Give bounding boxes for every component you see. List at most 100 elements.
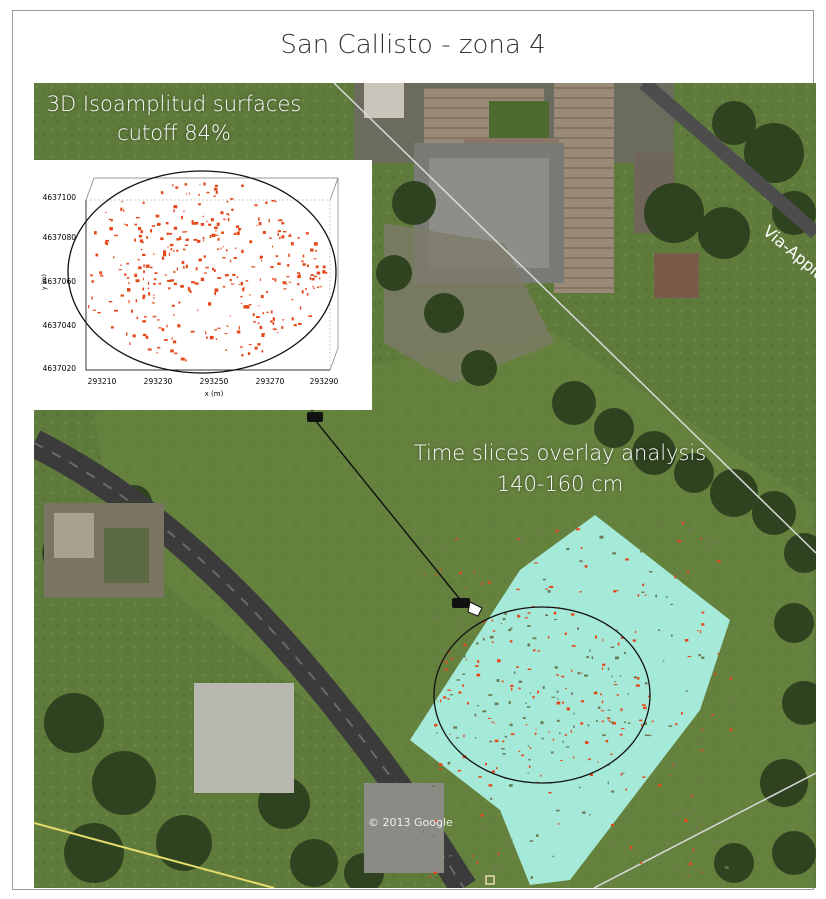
anomaly-speck	[224, 333, 228, 335]
anomaly-speck	[571, 669, 573, 672]
anomaly-speck	[213, 195, 216, 197]
anomaly-speck	[620, 773, 623, 776]
anomaly-speck	[296, 272, 300, 274]
anomaly-speck	[209, 335, 214, 340]
anomaly-speck	[243, 287, 245, 289]
anomaly-speck	[534, 732, 537, 735]
anomaly-speck	[142, 253, 146, 256]
anomaly-speck	[208, 223, 212, 226]
anomaly-speck	[509, 784, 513, 787]
anomaly-speck	[624, 721, 626, 723]
anomaly-speck	[259, 255, 263, 259]
anomaly-speck	[672, 764, 674, 767]
anomaly-speck	[564, 734, 567, 736]
anomaly-speck	[260, 295, 264, 299]
anomaly-speck	[668, 725, 673, 727]
anomaly-speck	[527, 668, 532, 671]
anomaly-speck	[434, 723, 438, 727]
anomaly-speck	[217, 327, 221, 329]
anomaly-speck	[640, 550, 642, 553]
anomaly-speck	[556, 719, 560, 722]
anomaly-speck	[315, 249, 317, 252]
anomaly-speck	[281, 222, 285, 225]
anomaly-speck	[155, 215, 157, 217]
anomaly-speck	[578, 786, 581, 789]
anomaly-speck	[584, 565, 588, 568]
anomaly-speck	[611, 721, 616, 725]
anomaly-speck	[275, 255, 278, 258]
anomaly-speck	[640, 861, 643, 864]
anomaly-speck	[153, 282, 156, 285]
anomaly-speck	[198, 258, 202, 262]
anomaly-speck	[215, 190, 218, 194]
anomaly-speck	[190, 330, 195, 333]
anomaly-speck	[504, 735, 507, 738]
anomaly-speck	[595, 635, 598, 639]
anomaly-speck	[532, 637, 537, 640]
anomaly-speck	[138, 266, 142, 270]
anomaly-speck	[126, 262, 129, 265]
anomaly-speck	[305, 288, 307, 290]
anomaly-speck	[545, 614, 548, 616]
anomaly-speck	[151, 302, 155, 304]
anomaly-speck	[156, 351, 158, 354]
anomaly-speck	[537, 690, 539, 694]
anomaly-speck	[599, 535, 604, 539]
anomaly-speck	[497, 853, 500, 855]
anomaly-speck	[533, 649, 535, 652]
anomaly-speck	[206, 220, 208, 223]
timeslice-label: Time slices overlay analysis 140-160 cm	[395, 438, 725, 500]
anomaly-speck	[238, 228, 242, 231]
anomaly-speck	[297, 275, 301, 279]
anomaly-speck	[528, 758, 531, 761]
anomaly-speck	[516, 588, 520, 591]
anomaly-speck	[230, 259, 232, 263]
anomaly-speck	[554, 619, 558, 621]
anomaly-speck	[580, 547, 583, 549]
anomaly-speck	[699, 749, 704, 751]
anomaly-speck	[610, 753, 613, 755]
anomaly-speck	[145, 264, 150, 268]
anomaly-speck	[579, 591, 582, 593]
anomaly-speck	[157, 223, 161, 225]
anomaly-speck	[211, 233, 216, 237]
anomaly-speck	[163, 250, 167, 253]
anomaly-speck	[253, 321, 256, 323]
anomaly-speck	[137, 258, 140, 261]
anomaly-speck	[120, 294, 124, 297]
anomaly-speck	[449, 733, 451, 735]
anomaly-speck	[624, 651, 626, 655]
anomaly-speck	[319, 277, 321, 280]
anomaly-speck	[168, 252, 171, 256]
anomaly-speck	[261, 333, 265, 337]
anomaly-speck	[173, 226, 178, 230]
slide-title: San Callisto - zona 4	[280, 30, 546, 60]
anomaly-speck	[496, 679, 500, 682]
anomaly-speck	[605, 739, 609, 743]
anomaly-speck	[482, 710, 487, 713]
anomaly-speck	[687, 531, 689, 534]
anomaly-speck	[306, 264, 309, 267]
anomaly-speck	[677, 869, 679, 872]
anomaly-speck	[124, 273, 127, 276]
anomaly-speck	[551, 751, 554, 754]
anomaly-speck	[524, 617, 528, 619]
anomaly-speck	[630, 816, 633, 818]
anomaly-speck	[200, 277, 205, 282]
timeslice-area	[410, 515, 730, 885]
anomaly-speck	[510, 733, 515, 736]
anomaly-speck	[625, 788, 627, 791]
anomaly-speck	[197, 239, 201, 243]
anomaly-speck	[671, 634, 673, 637]
anomaly-speck	[114, 309, 118, 312]
anomaly-speck	[249, 294, 251, 296]
anomaly-speck	[184, 231, 188, 233]
anomaly-speck	[308, 315, 313, 317]
anomaly-speck	[259, 325, 263, 330]
anomaly-speck	[428, 875, 432, 877]
anomaly-speck	[715, 839, 718, 843]
anomaly-speck	[188, 289, 191, 292]
anomaly-speck	[494, 702, 499, 706]
anomaly-speck	[552, 855, 555, 858]
anomaly-speck	[184, 244, 188, 246]
